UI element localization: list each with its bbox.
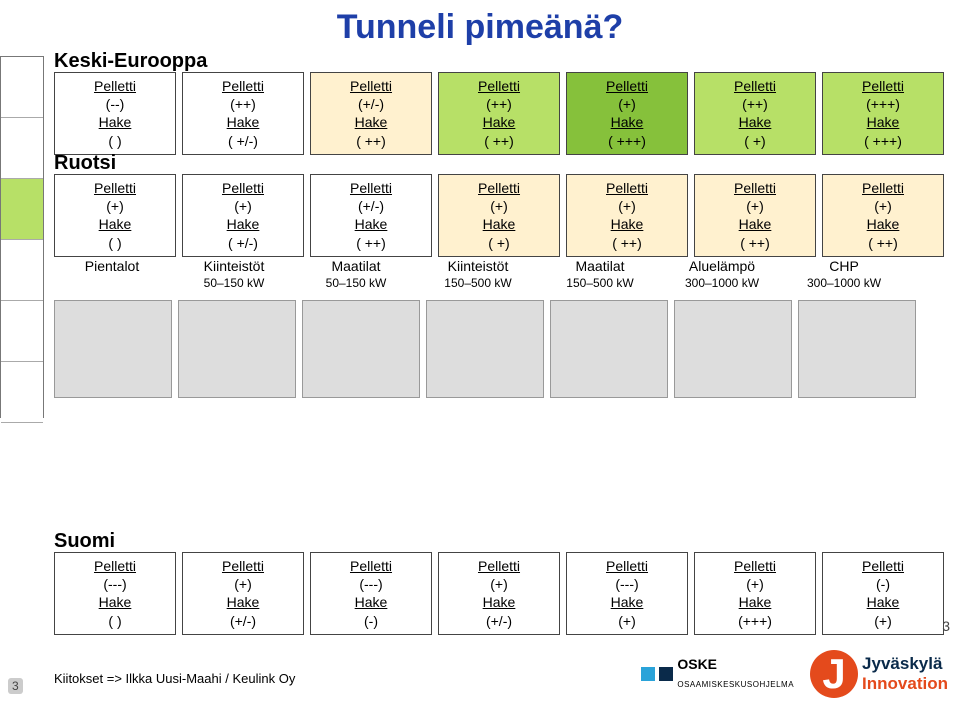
cell-2-6: Pelletti(-)Hake(+): [822, 552, 944, 635]
category-0: Pientalot: [54, 258, 170, 290]
cell-0-2: Pelletti(+/-)Hake( ++): [310, 72, 432, 155]
cell-2-0: Pelletti(---)Hake( ): [54, 552, 176, 635]
side-tab-5[interactable]: [1, 301, 43, 362]
side-tabs: [0, 56, 44, 418]
cell-2-1: Pelletti(+)Hake(+/-): [182, 552, 304, 635]
category-4: Maatilat150–500 kW: [542, 258, 658, 290]
cell-0-5: Pelletti(++)Hake( +): [694, 72, 816, 155]
equipment-photo-0: [54, 300, 172, 398]
category-6: CHP300–1000 kW: [786, 258, 902, 290]
cell-0-0: Pelletti(--)Hake( ): [54, 72, 176, 155]
cell-2-2: Pelletti(---)Hake(-): [310, 552, 432, 635]
cell-0-4: Pelletti(+)Hake( +++): [566, 72, 688, 155]
category-2: Maatilat50–150 kW: [298, 258, 414, 290]
equipment-photo-2: [302, 300, 420, 398]
category-1: Kiinteistöt50–150 kW: [176, 258, 292, 290]
cell-0-3: Pelletti(++)Hake( ++): [438, 72, 560, 155]
side-tab-2[interactable]: [1, 118, 43, 179]
category-5: Aluelämpö300–1000 kW: [664, 258, 780, 290]
section-label-1: Ruotsi: [54, 152, 116, 175]
jyvaskyla-j-icon: J: [810, 650, 858, 698]
section-label-0: Keski-Eurooppa: [54, 50, 207, 73]
equipment-photo-4: [550, 300, 668, 398]
oske-logo-label: OSKE OSAAMISKESKUSOHJELMA: [677, 656, 794, 692]
cell-1-4: Pelletti(+)Hake( ++): [566, 174, 688, 257]
category-row: PientalotKiinteistöt50–150 kWMaatilat50–…: [54, 258, 908, 290]
page-number: 3: [8, 678, 23, 694]
side-tab-1[interactable]: [1, 57, 43, 118]
cell-1-5: Pelletti(+)Hake( ++): [694, 174, 816, 257]
page-corner-number: 3: [942, 618, 950, 634]
cell-1-3: Pelletti(+)Hake( +): [438, 174, 560, 257]
cell-0-1: Pelletti(++)Hake( +/-): [182, 72, 304, 155]
category-3: Kiinteistöt150–500 kW: [420, 258, 536, 290]
equipment-photo-5: [674, 300, 792, 398]
side-tab-6[interactable]: [1, 362, 43, 423]
credit-line: Kiitokset => Ilkka Uusi-Maahi / Keulink …: [54, 671, 295, 686]
grid-row-1: Pelletti(+)Hake( )Pelletti(+)Hake( +/-)P…: [54, 174, 950, 257]
side-tab-4[interactable]: [1, 240, 43, 301]
cell-2-4: Pelletti(---)Hake(+): [566, 552, 688, 635]
cell-2-5: Pelletti(+)Hake(+++): [694, 552, 816, 635]
cell-2-3: Pelletti(+)Hake(+/-): [438, 552, 560, 635]
section-label-2: Suomi: [54, 530, 115, 553]
cell-0-6: Pelletti(+++)Hake( +++): [822, 72, 944, 155]
equipment-photo-3: [426, 300, 544, 398]
grid-row-2: Pelletti(---)Hake( )Pelletti(+)Hake(+/-)…: [54, 552, 950, 635]
equipment-photo-1: [178, 300, 296, 398]
cell-1-6: Pelletti(+)Hake( ++): [822, 174, 944, 257]
jyvaskyla-innovation-logo: J Jyväskylä Innovation: [810, 650, 948, 698]
photo-row: [54, 300, 922, 400]
side-tab-3-active[interactable]: [1, 179, 43, 240]
page-title: Tunneli pimeänä?: [0, 8, 960, 47]
oske-logo: OSKE OSAAMISKESKUSOHJELMA: [641, 656, 794, 692]
cell-1-0: Pelletti(+)Hake( ): [54, 174, 176, 257]
grid-row-0: Pelletti(--)Hake( )Pelletti(++)Hake( +/-…: [54, 72, 950, 155]
equipment-photo-6: [798, 300, 916, 398]
cell-1-1: Pelletti(+)Hake( +/-): [182, 174, 304, 257]
cell-1-2: Pelletti(+/-)Hake( ++): [310, 174, 432, 257]
footer-logos: OSKE OSAAMISKESKUSOHJELMA J Jyväskylä In…: [641, 650, 948, 698]
